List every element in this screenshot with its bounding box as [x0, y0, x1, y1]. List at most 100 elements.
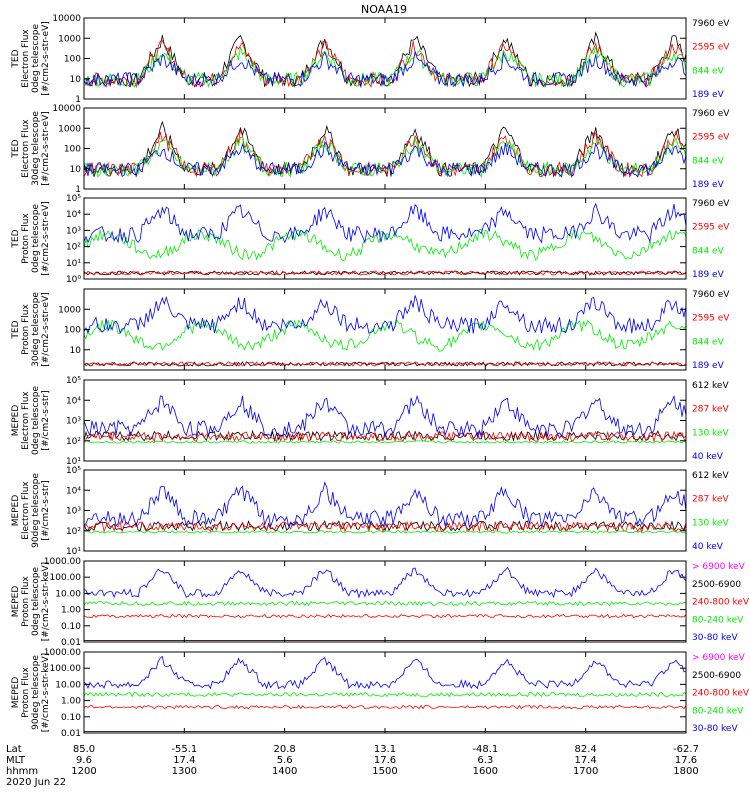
panel-1-ytick-label: 1 [75, 95, 81, 105]
panel-2-series-4 [83, 141, 687, 178]
footer-mlt-value: 17.6 [374, 755, 396, 766]
panel-8-ytick-label: 10.00 [55, 680, 81, 690]
panel-4-ytick-label: 100 [64, 326, 81, 336]
panel-1-ylabel-line: 0deg telescope [31, 24, 41, 94]
panel-3-ylabel-line: [#/cm2-s-str-eV] [41, 201, 51, 276]
panel-2-legend-3: 844 eV [692, 156, 725, 166]
panel-6-ylabel-line: Electron Flux [21, 481, 31, 540]
panel-8-ytick-label: 1.00 [61, 697, 81, 707]
panel-7-legend-3: 240-800 keV [692, 598, 750, 608]
panel-3-ytick-label: 10⁵ [66, 194, 81, 204]
panel-3: 10⁰ 10¹ 10² 10³ 10⁴ 10⁵ TED Proton Flux 0deg tel… [11, 194, 730, 285]
panel-3-legend-3: 844 eV [692, 246, 725, 256]
panel-4-ylabel-line: [#/cm2-s-str-eV] [41, 292, 51, 367]
panel-7-series-4 [83, 600, 687, 607]
footer-lat-value: 82.4 [575, 744, 597, 755]
panel-6-series-3 [83, 530, 687, 534]
footer-lat-value: 20.8 [274, 744, 296, 755]
panel-5-frame [83, 379, 687, 462]
panel-6-ylabel-line: MEPED [11, 495, 21, 527]
panel-5-series-4 [83, 394, 687, 439]
figure-title: NOAA19 [361, 3, 407, 16]
panel-1-legend-2: 2595 eV [692, 43, 730, 53]
panel-5-ylabel-line: [#/cm2-s-str] [41, 390, 51, 450]
footer-hhmm-value: 1800 [673, 766, 698, 777]
panel-6-ylabel-line: [#/cm2-s-str] [41, 480, 51, 540]
panel-3-ylabel-line: TED [11, 229, 21, 248]
panel-3-legend-1: 7960 eV [692, 199, 730, 209]
panel-2-ylabel-line: TED [11, 139, 21, 158]
panel-3-ytick-label: 10² [66, 243, 81, 253]
panel-5-legend-4: 40 keV [692, 452, 724, 462]
panel-3-traces [83, 202, 687, 276]
panel-4-series-4 [83, 295, 687, 335]
panel-1-series-1 [83, 31, 687, 89]
panel-2-legend-2: 2595 eV [692, 133, 730, 143]
panel-3-ytick-label: 10⁴ [66, 210, 81, 220]
panel-8-ylabel-line: [#/cm2-s-str-keV] [41, 653, 51, 732]
panel-6-legend-3: 130 keV [692, 518, 729, 528]
panel-7-ytick-label: 100.00 [50, 573, 82, 583]
footer-lat-value: -55.1 [171, 744, 197, 755]
panel-3-ytick-label: 10³ [66, 226, 81, 236]
panel-6-ytick-label: 10² [66, 527, 81, 537]
footer-label-mlt: MLT [6, 755, 26, 766]
panel-2-ytick-label: 10000 [52, 104, 81, 114]
panel-2-ytick-label: 100 [64, 145, 81, 155]
panel-1-legend-4: 189 eV [692, 90, 725, 100]
panel-7-ylabel: MEPED Proton Flux 0deg telescope [#/cm2-s-s… [11, 562, 51, 641]
panel-7-traces [83, 566, 687, 641]
panel-5-legend-1: 612 keV [692, 381, 729, 391]
panel-7-series-3 [83, 613, 687, 619]
footer-mlt-value: 5.6 [277, 755, 293, 766]
panel-1-legend-1: 7960 eV [692, 19, 730, 29]
panel-5-ytick-label: 10³ [66, 417, 81, 427]
panel-8-ylabel: MEPED Proton Flux 90deg telescope [#/cm2-s-… [11, 653, 51, 732]
panel-6-ytick-label: 10⁵ [66, 466, 81, 476]
panel-8-ytick-label: 100.00 [50, 664, 82, 674]
panel-8-series-5 [83, 655, 687, 690]
panel-5-ytick-label: 10¹ [66, 457, 81, 467]
panel-5-ylabel: MEPED Electron Flux 0deg telescope [#/cm2-s… [11, 386, 51, 456]
panel-7-ylabel-line: 0deg telescope [31, 567, 41, 637]
panel-5-ylabel-line: Electron Flux [21, 391, 31, 450]
panel-8-ylabel-line: 90deg telescope [31, 655, 41, 730]
panel-7-legend-5: 30-80 keV [692, 633, 738, 643]
panel-6-ytick-label: 10⁴ [66, 486, 81, 496]
panel-5-ylabel-line: 0deg telescope [31, 386, 41, 456]
panel-2-traces [83, 120, 687, 179]
panel-3-series-4 [83, 202, 687, 245]
panel-5-series-3 [83, 440, 687, 444]
footer-lat-value: 13.1 [374, 744, 396, 755]
panel-4-legend-1: 7960 eV [692, 290, 730, 300]
panel-5-ytick-label: 10⁴ [66, 396, 81, 406]
panel-2-ylabel: TED Electron Flux 30deg telescope [#/cm2-s-… [11, 111, 51, 186]
panel-7-ylabel-line: MEPED [11, 586, 21, 618]
panel-6: 10¹ 10² 10³ 10⁴ 10⁵ MEPED Electron Flux 90deg t… [11, 466, 729, 557]
panel-3-ylabel-line: 0deg telescope [31, 204, 41, 274]
panel-7-legend-2: 2500-6900 [692, 580, 741, 590]
panel-1-frame [83, 17, 687, 100]
panel-6-ytick-label: 10³ [66, 507, 81, 517]
footer-hhmm-value: 1200 [71, 766, 96, 777]
panel-1-traces [83, 31, 687, 89]
panel-4: 10 100 1000 TED Proton Flux 30deg telescope [#… [11, 288, 730, 371]
panel-8-traces [83, 655, 687, 732]
panel-5: 10¹ 10² 10³ 10⁴ 10⁵ MEPED Electron Flux 0deg te… [11, 376, 729, 467]
panel-6-legend-1: 612 keV [692, 471, 729, 481]
panel-4-traces [83, 295, 687, 367]
panel-8-frame [83, 651, 687, 734]
panel-2-ytick-label: 10 [70, 165, 82, 175]
panel-8-ylabel-line: MEPED [11, 677, 21, 709]
panel-6-legend-2: 287 keV [692, 495, 729, 505]
panel-3-ylabel-line: Proton Flux [21, 213, 31, 264]
panel-8-legend-5: 30-80 keV [692, 724, 738, 734]
panel-4-ylabel-line: Proton Flux [21, 304, 31, 355]
panel-5-traces [83, 394, 687, 444]
panel-4-ylabel-line: TED [11, 320, 21, 339]
panel-4-ylabel: TED Proton Flux 30deg telescope [#/cm2-s-st… [11, 292, 51, 367]
footer-hhmm-value: 1400 [272, 766, 297, 777]
panel-7-ytick-label: 1000.00 [44, 557, 81, 567]
